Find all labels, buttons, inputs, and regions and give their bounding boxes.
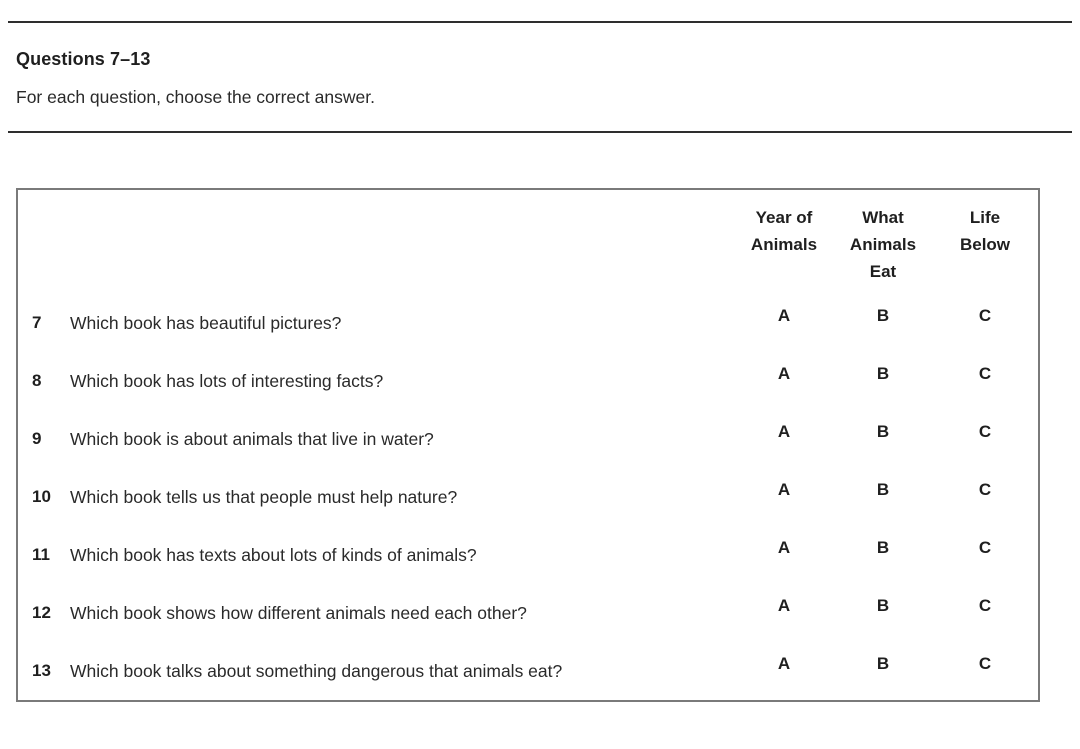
instruction-text: For each question, choose the correct an… [16, 87, 375, 107]
top-divider [8, 21, 1072, 23]
option-c[interactable]: C [978, 422, 992, 441]
option-c[interactable]: C [978, 538, 992, 557]
option-c[interactable]: C [978, 480, 992, 499]
option-b[interactable]: B [876, 306, 890, 325]
option-a[interactable]: A [777, 654, 791, 673]
option-c[interactable]: C [978, 364, 992, 383]
column-header-book-b: What Animals Eat [849, 208, 917, 281]
table-row: 13 Which book talks about something dang… [18, 642, 1038, 700]
option-b[interactable]: B [876, 538, 890, 557]
option-a[interactable]: A [777, 306, 791, 325]
question-number: 13 [32, 661, 51, 680]
header-spacer [18, 190, 70, 294]
question-number: 9 [32, 429, 42, 448]
table-row: 10 Which book tells us that people must … [18, 468, 1038, 526]
table-row: 8 Which book has lots of interesting fac… [18, 352, 1038, 410]
question-text: Which book is about animals that live in… [70, 428, 434, 449]
option-a[interactable]: A [777, 538, 791, 557]
header-spacer [70, 190, 734, 294]
question-number: 8 [32, 371, 42, 390]
option-c[interactable]: C [978, 596, 992, 615]
question-text: Which book talks about something dangero… [70, 660, 563, 681]
question-number: 12 [32, 603, 51, 622]
question-text: Which book tells us that people must hel… [70, 486, 458, 507]
option-b[interactable]: B [876, 654, 890, 673]
mid-divider [8, 131, 1072, 133]
option-b[interactable]: B [876, 422, 890, 441]
option-a[interactable]: A [777, 480, 791, 499]
option-c[interactable]: C [978, 654, 992, 673]
option-b[interactable]: B [876, 596, 890, 615]
question-number: 11 [32, 545, 50, 564]
option-a[interactable]: A [777, 364, 791, 383]
question-number: 10 [32, 487, 51, 506]
table-row: 12 Which book shows how different animal… [18, 584, 1038, 642]
option-b[interactable]: B [876, 480, 890, 499]
option-a[interactable]: A [777, 422, 791, 441]
question-text: Which book has texts about lots of kinds… [70, 544, 477, 565]
questions-table: Year of Animals What Animals Eat Life Be… [16, 188, 1040, 702]
option-c[interactable]: C [978, 306, 992, 325]
table-row: 9 Which book is about animals that live … [18, 410, 1038, 468]
question-number: 7 [32, 313, 42, 332]
table-row: 7 Which book has beautiful pictures? A B… [18, 294, 1038, 352]
option-b[interactable]: B [876, 364, 890, 383]
column-header-book-c: Life Below [959, 208, 1011, 254]
question-text: Which book shows how different animals n… [70, 602, 527, 623]
option-a[interactable]: A [777, 596, 791, 615]
table-row: 11 Which book has texts about lots of ki… [18, 526, 1038, 584]
question-text: Which book has lots of interesting facts… [70, 370, 384, 391]
section-title: Questions 7–13 [16, 49, 151, 69]
question-text: Which book has beautiful pictures? [70, 312, 342, 333]
table-header-row: Year of Animals What Animals Eat Life Be… [18, 190, 1038, 294]
column-header-book-a: Year of Animals [750, 208, 818, 254]
